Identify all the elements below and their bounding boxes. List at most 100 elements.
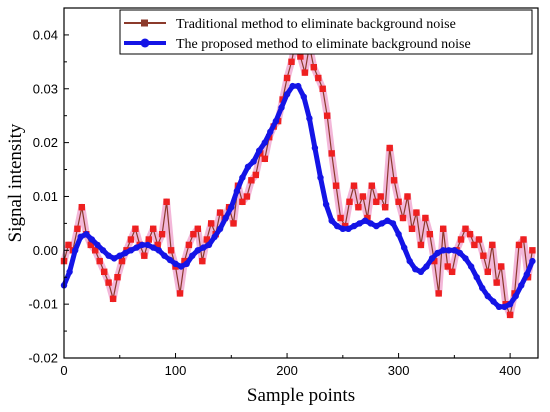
series-traditional-point: [399, 214, 407, 222]
series-traditional-point: [431, 257, 438, 265]
legend-item-proposed: The proposed method to eliminate backgro…: [124, 37, 471, 52]
series-proposed-point: [495, 303, 503, 310]
series-traditional-point: [359, 193, 367, 200]
series-traditional-point: [520, 236, 527, 243]
y-tick-label: 0.04: [33, 27, 58, 42]
series-traditional-point: [154, 241, 161, 249]
series-traditional-point: [96, 257, 103, 265]
series-proposed-point: [183, 260, 190, 267]
series-traditional-point: [448, 268, 456, 275]
series-proposed-point: [194, 247, 201, 254]
series-traditional-point: [78, 204, 85, 211]
series-proposed-point: [66, 268, 73, 275]
series-traditional-point: [176, 290, 184, 297]
series-traditional-point: [395, 198, 402, 205]
series-proposed-point: [445, 247, 452, 254]
series-traditional-point: [105, 279, 112, 286]
legend-marker-proposed: [140, 38, 150, 48]
plot-frame: [63, 7, 539, 359]
series-proposed-point: [529, 257, 536, 265]
series-traditional-point: [328, 150, 335, 157]
series-proposed-point: [518, 282, 525, 289]
legend-label-proposed: The proposed method to eliminate backgro…: [176, 37, 471, 52]
series-proposed-point: [490, 298, 497, 305]
series-proposed-point: [166, 256, 174, 264]
series-traditional-point: [390, 177, 398, 184]
series-traditional-point: [65, 241, 72, 249]
series-proposed-point: [278, 104, 285, 111]
series-traditional-point: [150, 225, 157, 232]
series-traditional-point: [466, 231, 474, 238]
series-traditional-point: [74, 225, 81, 232]
series-traditional-point: [417, 241, 425, 249]
series-traditional-point: [310, 64, 317, 71]
series-traditional-point: [315, 74, 322, 82]
series-traditional-point: [350, 182, 358, 189]
series-proposed-point: [356, 220, 363, 227]
series-proposed-point: [77, 233, 84, 240]
series-proposed-point: [311, 144, 319, 152]
series-traditional-point: [377, 193, 384, 200]
series-traditional-point: [109, 295, 117, 302]
series-traditional-point: [324, 112, 331, 119]
series-proposed-point: [116, 252, 124, 259]
series-traditional-point: [426, 231, 433, 238]
series-traditional-point: [422, 214, 429, 222]
series-proposed-point: [345, 225, 352, 232]
series-proposed-point: [122, 249, 129, 257]
series-proposed-point: [350, 222, 358, 230]
series-proposed-point: [506, 301, 514, 308]
series-proposed-point: [127, 247, 135, 254]
x-tick-label: 0: [60, 363, 67, 378]
legend-box: [119, 9, 533, 55]
series-traditional-point: [440, 225, 447, 232]
y-tick-label: 0.01: [33, 189, 58, 204]
series-proposed-point: [72, 247, 79, 254]
series-traditional-point: [101, 268, 108, 275]
series-proposed-point: [473, 274, 480, 281]
series-traditional-point: [297, 53, 304, 60]
series-proposed-point: [99, 247, 107, 254]
series-traditional-point: [283, 74, 291, 82]
series-proposed-point: [150, 244, 157, 251]
series-proposed-point: [317, 174, 324, 181]
y-tick-label: 0.00: [33, 243, 58, 258]
series-proposed-point: [339, 225, 346, 232]
series-proposed-point: [261, 139, 268, 146]
series-proposed-point: [267, 128, 274, 135]
series-proposed-point: [423, 263, 430, 270]
series-traditional-point: [216, 209, 224, 216]
series-proposed-point: [467, 263, 475, 270]
series-traditional-point: [529, 247, 536, 254]
series-proposed-point: [378, 220, 386, 227]
series-proposed-point: [412, 266, 419, 273]
series-traditional-point: [203, 236, 210, 243]
series-traditional-point: [239, 198, 246, 205]
series-proposed-point: [456, 249, 464, 257]
y-tick-label: 0.03: [33, 81, 58, 96]
series-traditional-point: [288, 58, 295, 65]
y-tick-label: -0.02: [28, 351, 58, 366]
x-tick-label: 300: [388, 363, 410, 378]
series-proposed-point: [133, 244, 140, 251]
plot-area: [60, 36, 536, 319]
x-tick-label: 100: [165, 363, 187, 378]
y-axis-title: Signal intensity: [5, 123, 26, 242]
series-traditional-point: [364, 214, 371, 222]
series-proposed-point: [300, 93, 307, 101]
series-proposed-point: [451, 247, 458, 254]
series-traditional-point: [368, 182, 375, 189]
series-proposed-point: [384, 217, 391, 224]
series-proposed-point: [256, 147, 263, 154]
series-traditional-point: [181, 257, 188, 265]
series-proposed-point: [283, 91, 291, 98]
series-proposed-point: [501, 303, 508, 310]
series-proposed-point: [434, 249, 441, 257]
series-traditional-point: [248, 177, 255, 184]
legend-label-traditional: Traditional method to eliminate backgrou…: [176, 17, 456, 32]
series-traditional-point: [435, 290, 442, 297]
series-traditional-point: [480, 252, 487, 259]
x-tick-label: 200: [276, 363, 298, 378]
series-traditional-point: [190, 231, 197, 238]
